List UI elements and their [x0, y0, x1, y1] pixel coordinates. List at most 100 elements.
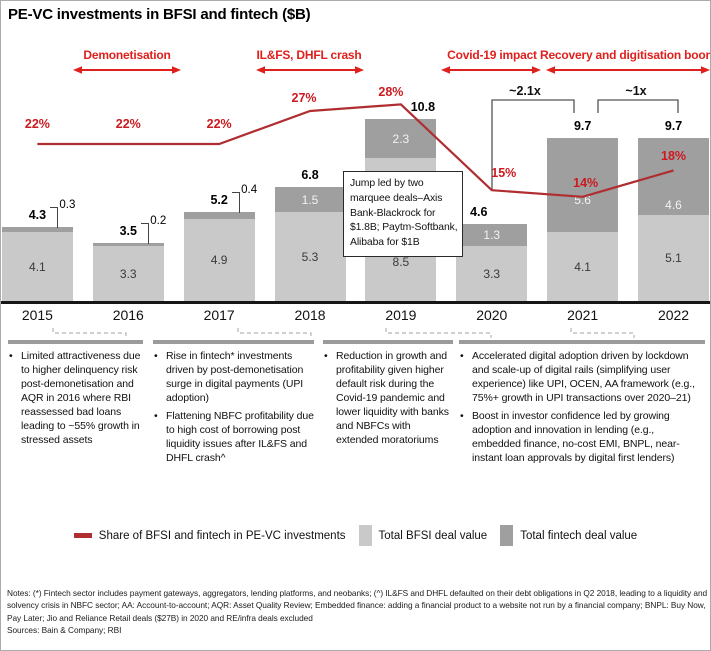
phase-label-demonetisation: Demonetisation: [83, 48, 171, 62]
share-pct-label: 15%: [491, 166, 517, 181]
arrowhead: [355, 66, 364, 74]
phase-arrow-4: [546, 66, 710, 74]
year-range-connector-2: [237, 328, 312, 338]
fintech-value-label: 2.3: [392, 131, 410, 146]
year-label: 2016: [112, 307, 144, 323]
year-label: 2017: [203, 307, 235, 323]
legend: Share of BFSI and fintech in PE-VC inves…: [1, 525, 710, 546]
column-rule: [323, 340, 453, 344]
bfsi-value-label: 4.9: [210, 253, 228, 267]
legend-fintech-swatch: [500, 525, 514, 546]
fintech-bar-2017: [183, 212, 255, 219]
year-label: 2022: [657, 307, 690, 323]
legend-item-bfsi: Total BFSI deal value: [358, 525, 488, 546]
fintech-callout-hook: [232, 192, 241, 213]
year-label: 2019: [385, 307, 417, 323]
fintech-value-label: 4.6: [665, 197, 682, 212]
insight-list-4: Accelerated digital adoption driven by l…: [459, 350, 705, 466]
total-value-label: 10.8: [410, 100, 436, 114]
marquee-deals-callout: Jump led by two marquee deals–Axis Bank-…: [343, 171, 463, 257]
fintech-callout-hook: [141, 223, 150, 244]
insight-column-2015-2016: Limited attractiveness due to higher del…: [8, 340, 143, 452]
year-range-connector-4: [570, 328, 635, 338]
share-pct-label: 18%: [661, 149, 687, 164]
share-pct-label: 28%: [378, 85, 404, 100]
insight-bullet: Flattening NBFC profitability due to hig…: [153, 410, 314, 466]
bfsi-bar-2021: [547, 232, 619, 301]
column-rule: [153, 340, 314, 344]
chart-title: PE-VC investments in BFSI and fintech ($…: [8, 6, 311, 23]
fintech-bar-2020: [456, 224, 528, 246]
fintech-small-value-label: 0.3: [59, 199, 76, 211]
bfsi-value-label: 8.5: [392, 254, 410, 269]
insight-bullet: Reduction in growth and profitability gi…: [323, 350, 453, 448]
insight-bullet: Rise in fintech* investments driven by p…: [153, 350, 314, 406]
total-value-label: 4.6: [470, 205, 488, 219]
year-range-connector-3: [385, 328, 492, 338]
multiplier-bracket-1x: [597, 99, 679, 113]
fintech-small-value-label: 0.4: [241, 184, 258, 196]
share-pct-label: 22%: [24, 117, 50, 131]
insight-list-3: Reduction in growth and profitability gi…: [323, 350, 453, 448]
bfsi-value-label: 5.3: [301, 249, 319, 264]
insight-bullet: Limited attractiveness due to higher del…: [8, 350, 143, 448]
insight-column-2019: Reduction in growth and profitability gi…: [323, 340, 453, 452]
total-value-label: 4.3: [28, 208, 47, 222]
bfsi-value-label: 4.1: [29, 259, 46, 274]
arrowhead: [73, 66, 82, 74]
sources-text: Sources: Bain & Company; RBI: [7, 625, 122, 636]
legend-label: Total fintech deal value: [520, 529, 638, 542]
total-value-label: 9.7: [573, 119, 592, 133]
bfsi-value-label: 3.3: [119, 266, 137, 281]
column-rule: [459, 340, 705, 344]
bfsi-value-label: 5.1: [665, 251, 682, 265]
arrowhead: [701, 66, 710, 74]
year-label: 2020: [476, 307, 508, 323]
year-label: 2018: [294, 307, 326, 323]
bfsi-bar-2020: [456, 246, 528, 301]
legend-item-fintech: Total fintech deal value: [500, 525, 637, 546]
total-value-label: 3.5: [119, 224, 137, 238]
insight-column-2017-2018: Rise in fintech* investments driven by p…: [153, 340, 314, 470]
phase-label-ilfs-dhfl-crash: IL&FS, DHFL crash: [256, 48, 362, 62]
share-pct-label: 22%: [206, 117, 232, 131]
total-value-label: 9.7: [664, 119, 683, 133]
share-pct-label: 14%: [573, 175, 599, 190]
bfsi-bar-2018: [274, 212, 346, 301]
year-label: 2015: [21, 307, 53, 323]
phase-arrow-1: [73, 66, 181, 74]
fintech-value-label: 5.6: [574, 193, 591, 207]
phase-arrow-2: [256, 66, 364, 74]
arrowhead: [532, 66, 541, 74]
insight-bullet: Accelerated digital adoption driven by l…: [459, 350, 705, 406]
total-value-label: 5.2: [210, 193, 228, 207]
insight-column-2020-2022: Accelerated digital adoption driven by l…: [459, 340, 705, 470]
arrowhead: [172, 66, 181, 74]
legend-item-share-line: Share of BFSI and fintech in PE-VC inves…: [73, 530, 346, 542]
phase-label-covid-impact: Covid-19 impact: [447, 48, 537, 62]
share-pct-label: 22%: [115, 117, 141, 131]
fintech-value-label: 1.5: [301, 192, 319, 207]
x-axis-line: [1, 301, 710, 304]
total-value-label: 6.8: [301, 168, 319, 182]
legend-label: Total BFSI deal value: [378, 529, 488, 542]
arrowhead: [256, 66, 265, 74]
bfsi-value-label: 3.3: [483, 266, 501, 281]
fintech-bar-2015: [1, 227, 73, 232]
insight-list-2: Rise in fintech* investments driven by p…: [153, 350, 314, 466]
insight-list-1: Limited attractiveness due to higher del…: [8, 350, 143, 448]
bfsi-bar-2015: [1, 232, 73, 301]
legend-bfsi-swatch: [358, 525, 372, 546]
share-pct-label: 27%: [291, 91, 317, 105]
insight-bullet: Boost in investor confidence led by grow…: [459, 410, 705, 466]
legend-line-swatch: [73, 533, 92, 538]
arrowhead: [546, 66, 555, 74]
phase-label-recovery-boom: Recovery and digitisation boom: [539, 48, 711, 62]
fintech-small-value-label: 0.2: [150, 215, 167, 227]
bfsi-value-label: 4.1: [574, 259, 591, 274]
year-label: 2021: [567, 307, 599, 323]
bfsi-bar-2022: [638, 215, 710, 301]
multiplier-label-2-1x: ~2.1x: [509, 84, 541, 98]
